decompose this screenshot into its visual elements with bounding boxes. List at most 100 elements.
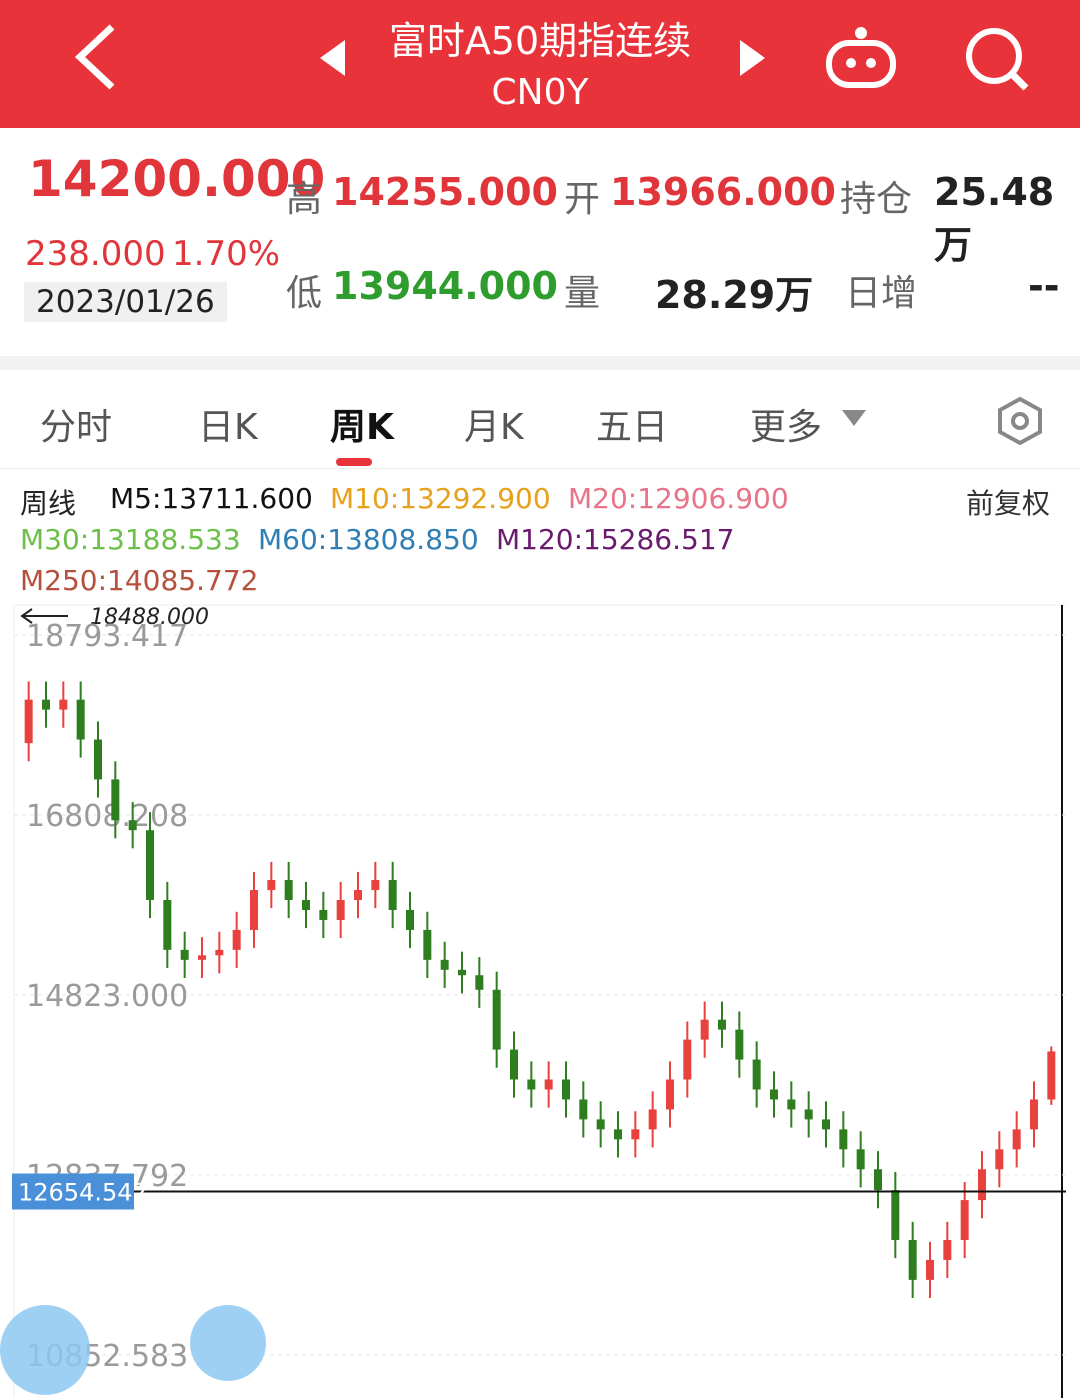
search-icon[interactable]: [962, 24, 1032, 94]
candle-body: [336, 900, 345, 920]
candle-body: [700, 1019, 709, 1040]
ma-legend: M5:13711.600: [110, 482, 313, 515]
field-label: 持仓: [840, 179, 913, 220]
dropdown-icon: [842, 410, 866, 426]
candle-body: [579, 1099, 588, 1120]
candle-body: [1012, 1129, 1021, 1150]
candle-body: [267, 880, 276, 891]
candle-body: [527, 1079, 536, 1090]
field-value: --: [1028, 264, 1060, 308]
price: 14200.000: [28, 150, 326, 208]
candle-body: [908, 1239, 917, 1280]
candle-body: [891, 1190, 900, 1240]
field-label: 日增: [845, 273, 918, 314]
candle-body: [874, 1169, 882, 1191]
field-value: 13966.000: [610, 170, 836, 214]
candle-body: [111, 779, 120, 821]
candle-body: [735, 1029, 744, 1060]
candle-body: [59, 699, 68, 710]
candle-body: [302, 900, 310, 910]
field-value: 25.48万: [934, 170, 1055, 267]
ma-legend: M120:15286.517: [496, 523, 735, 556]
candle-body: [440, 959, 449, 970]
candle-body: [215, 949, 224, 956]
candle-body: [856, 1149, 865, 1170]
ma-legend: M20:12906.900: [568, 482, 789, 515]
crosshair-label: 12654.542: [18, 1179, 148, 1207]
candle-body: [406, 909, 414, 930]
tab[interactable]: 更多: [750, 407, 823, 448]
candle-body: [475, 975, 484, 990]
y-tick-label: 14823.000: [26, 979, 188, 1014]
candle-body: [458, 969, 466, 976]
tab-active[interactable]: 周K: [330, 407, 394, 448]
prev-button[interactable]: [320, 40, 350, 76]
fab-button[interactable]: [0, 1305, 90, 1395]
candle-body: [128, 820, 137, 831]
kline-chart: 18488.000 18793.41716808.20814823.000128…: [12, 604, 1066, 1398]
candle-body: [804, 1109, 813, 1120]
candle-body: [839, 1129, 848, 1150]
subtitle: CN0Y: [491, 72, 589, 113]
candle-body: [544, 1079, 553, 1090]
candle-body: [631, 1129, 640, 1140]
candle-body: [683, 1039, 692, 1080]
y-tick-label: 16808.208: [26, 799, 188, 834]
candle-body: [198, 955, 206, 960]
tab[interactable]: 分时: [40, 407, 113, 448]
divider: [0, 356, 1080, 370]
candle-body: [752, 1059, 761, 1090]
candle-body: [319, 909, 328, 920]
header-bar: 富时A50期指连续 CN0Y: [0, 0, 1080, 128]
crosshair-label-bg: [12, 1173, 134, 1210]
candle-body: [76, 699, 85, 740]
robot-icon[interactable]: [825, 25, 897, 90]
candle-body: [180, 949, 189, 960]
divider: [0, 468, 1080, 469]
back-button[interactable]: [70, 22, 120, 92]
field-value: 13944.000: [332, 264, 558, 308]
field-label: 低: [286, 273, 323, 314]
field-value: 28.29万: [655, 273, 814, 317]
candle-body: [926, 1259, 934, 1280]
settings-icon[interactable]: [995, 396, 1045, 446]
candle-body: [648, 1109, 657, 1130]
next-button[interactable]: [735, 40, 765, 76]
candle-body: [718, 1019, 726, 1030]
title: 富时A50期指连续: [388, 19, 692, 63]
tab[interactable]: 五日: [596, 407, 669, 448]
candle-body: [770, 1089, 778, 1100]
candle-body: [666, 1079, 674, 1110]
adjust-mode[interactable]: 前复权: [966, 487, 1051, 520]
tab[interactable]: 月K: [464, 407, 524, 448]
candle-body: [787, 1099, 796, 1110]
change-pct: 1.70%: [172, 234, 281, 274]
candle-body: [596, 1119, 605, 1130]
ma-legend: M30:13188.533: [20, 523, 241, 556]
tab[interactable]: 日K: [198, 407, 258, 448]
candle-body: [1030, 1099, 1038, 1130]
candle-body: [163, 900, 172, 950]
field-label: 高: [286, 179, 323, 220]
candle-body: [492, 989, 501, 1050]
ma-legend: M250:14085.772: [20, 564, 259, 597]
field-label: 量: [564, 273, 601, 314]
candle-body: [510, 1049, 518, 1080]
candle-body: [960, 1200, 969, 1240]
candle-body: [354, 890, 362, 901]
date: 2023/01/26: [24, 282, 227, 322]
candle-body: [978, 1169, 986, 1201]
candle-body: [94, 739, 102, 780]
fullscreen-button[interactable]: [190, 1305, 266, 1381]
max-arrow: [20, 608, 33, 624]
candle-body: [614, 1129, 622, 1140]
tab-indicator: [336, 458, 372, 466]
candle-body: [388, 880, 397, 910]
candle-body: [284, 880, 293, 901]
ma-legend: M60:13808.850: [258, 523, 479, 556]
field-value: 14255.000: [332, 170, 558, 214]
legend-period: 周线: [20, 487, 77, 520]
field-label: 开: [564, 179, 601, 220]
candle-body: [371, 880, 380, 891]
